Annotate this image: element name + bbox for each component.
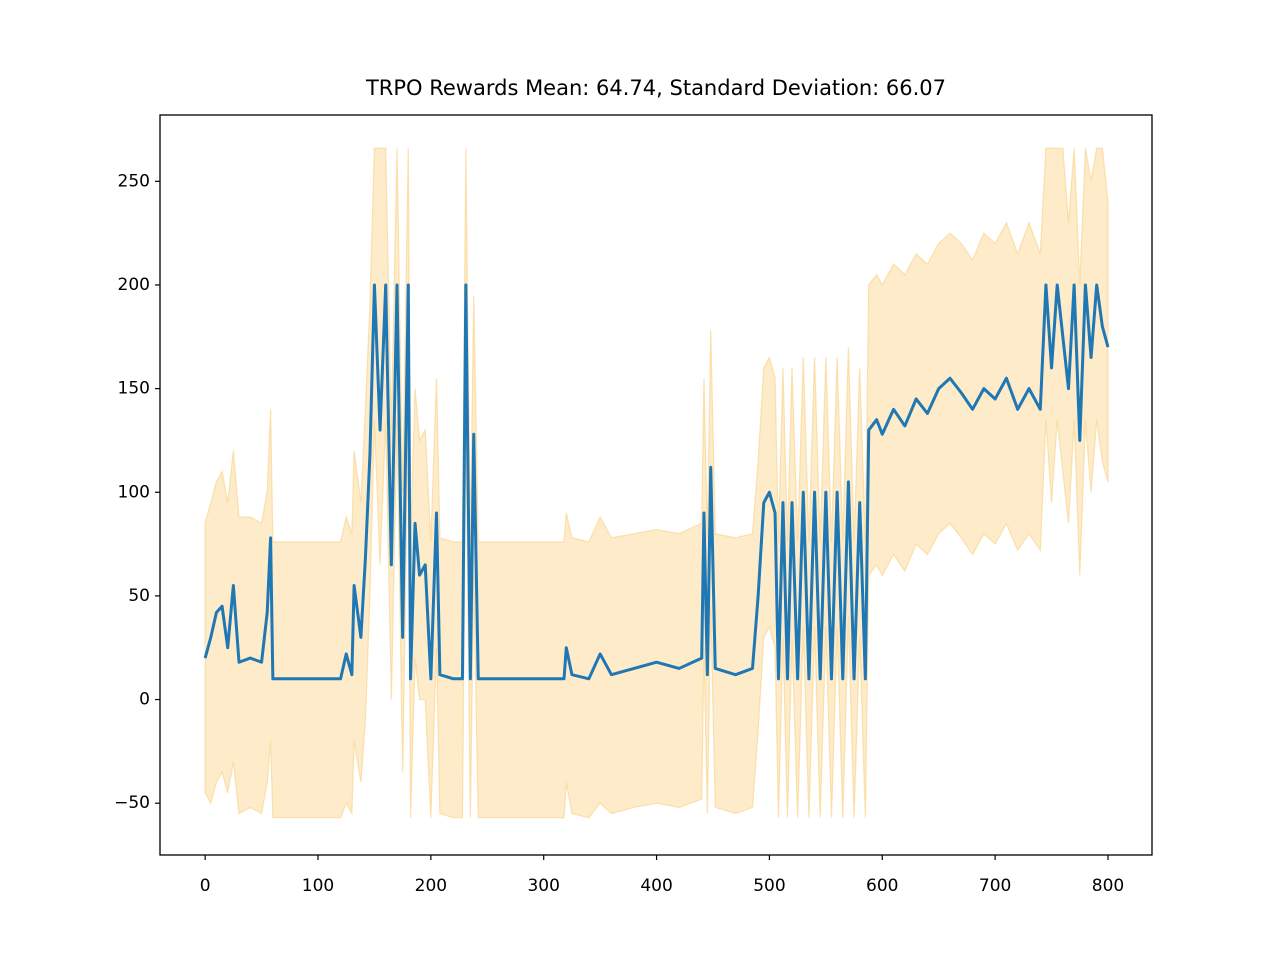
x-tick-label: 400 (640, 876, 672, 896)
y-tick-label: 200 (118, 275, 150, 295)
x-tick-label: 800 (1092, 876, 1124, 896)
mean-line (203, 283, 1110, 681)
x-tick-label: 200 (415, 876, 447, 896)
chart-title: TRPO Rewards Mean: 64.74, Standard Devia… (365, 76, 946, 100)
y-tick-label: 250 (118, 171, 150, 191)
y-tick-label: 150 (118, 379, 150, 399)
x-tick-label: 500 (753, 876, 785, 896)
y-tick-label: 50 (128, 586, 150, 606)
y-tick-label: −50 (114, 793, 150, 813)
x-tick-label: 600 (866, 876, 898, 896)
std-band (204, 147, 1109, 819)
y-tick-label: 100 (118, 482, 150, 502)
y-tick-label: 0 (139, 690, 150, 710)
x-tick-label: 300 (527, 876, 559, 896)
x-tick-label: 100 (302, 876, 334, 896)
x-tick-label: 0 (200, 876, 211, 896)
x-tick-label: 700 (979, 876, 1011, 896)
